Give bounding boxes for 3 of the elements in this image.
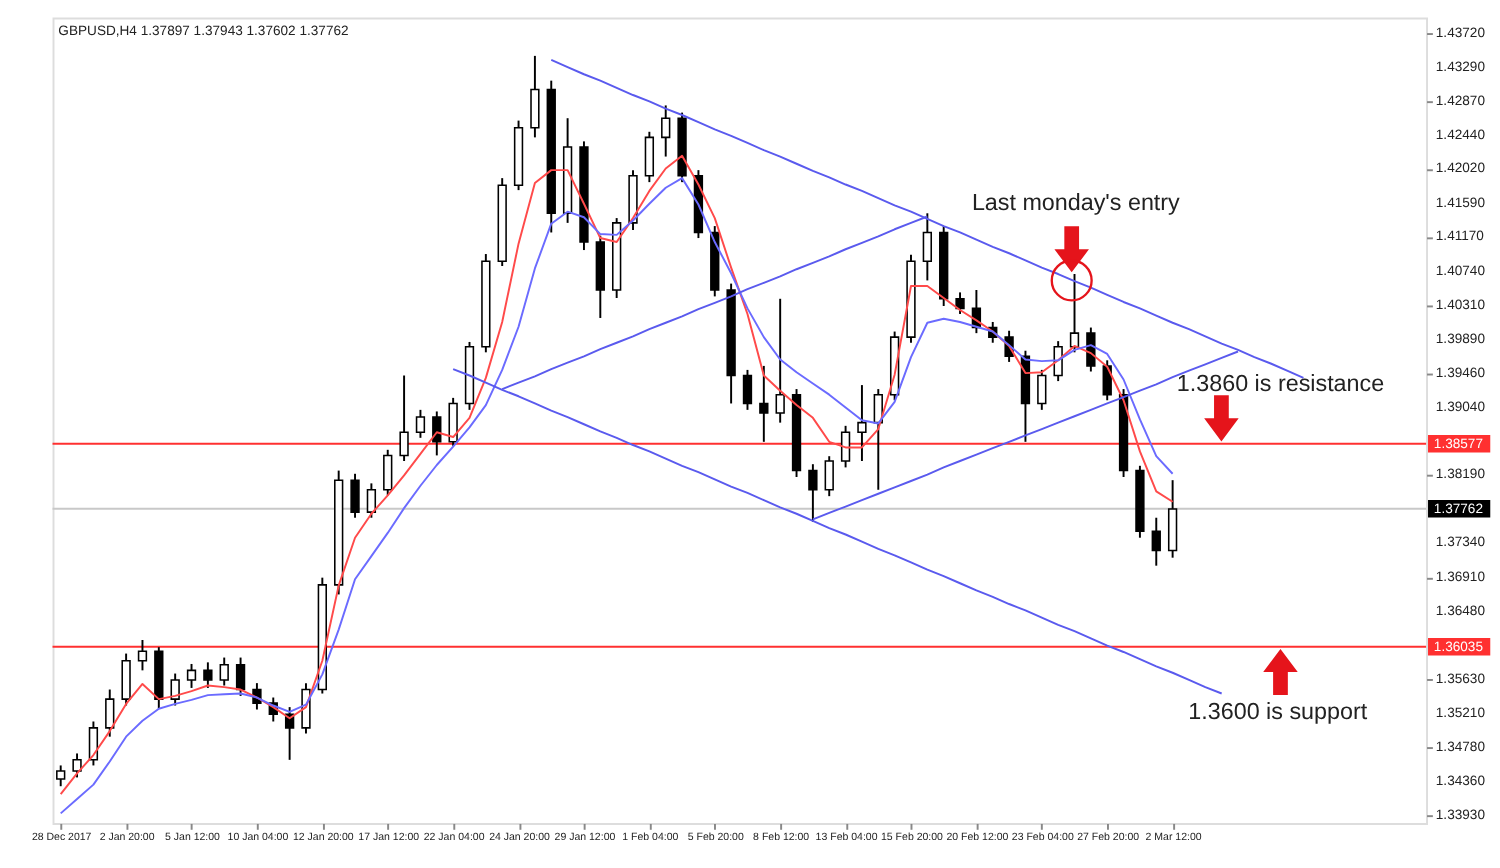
annotation: 1.3860 is resistance <box>1176 371 1385 398</box>
annotation: 1.3600 is support <box>1188 698 1369 725</box>
annotation: Last monday's entry <box>971 190 1181 217</box>
